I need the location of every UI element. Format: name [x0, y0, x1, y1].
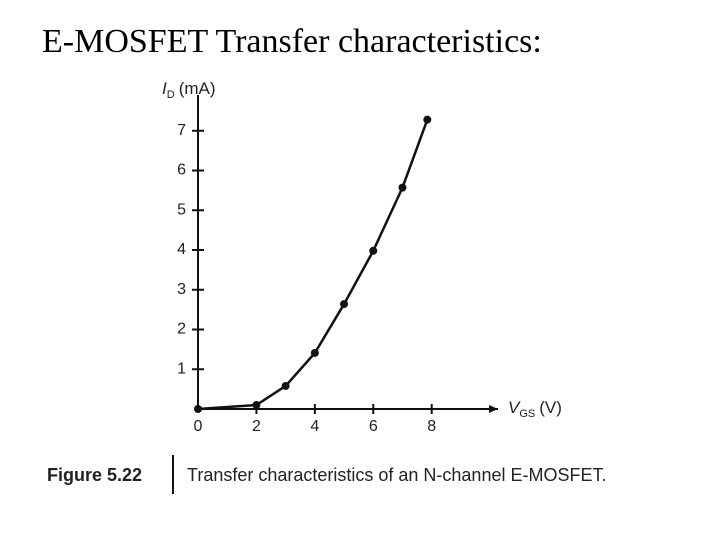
- y-tick-label: 1: [177, 360, 186, 377]
- data-point: [310, 348, 319, 357]
- x-axis-arrow: [489, 405, 498, 413]
- data-line: [197, 119, 429, 411]
- data-point: [369, 246, 378, 255]
- x-axis-label: VGS (V): [508, 398, 562, 419]
- y-label-subscript: D: [167, 89, 175, 101]
- caption-label: Figure 5.22: [47, 465, 142, 485]
- x-label-symbol: V: [508, 398, 521, 417]
- y-tick-label: 4: [177, 241, 186, 258]
- x-tick-label: 0: [194, 418, 203, 435]
- y-tick-label: 6: [177, 162, 186, 179]
- x-tick-label: 2: [252, 418, 261, 435]
- data-point: [281, 381, 290, 390]
- x-tick-label: 8: [427, 418, 436, 435]
- data-point: [340, 300, 349, 309]
- data-point: [194, 405, 202, 413]
- y-tick-label: 2: [177, 321, 186, 338]
- y-label-unit: (mA): [179, 79, 216, 98]
- data-point: [252, 401, 261, 410]
- x-tick-label: 4: [310, 418, 319, 435]
- data-point: [398, 183, 407, 192]
- caption-text: Transfer characteristics of an N-channel…: [187, 465, 606, 485]
- y-label-symbol: I: [162, 79, 167, 98]
- y-axis-label: ID (mA): [162, 79, 216, 100]
- y-tick-label: 7: [177, 122, 186, 139]
- x-label-subscript: GS: [519, 408, 535, 420]
- x-tick-label: 6: [369, 418, 378, 435]
- slide-title: E-MOSFET Transfer characteristics:: [42, 23, 542, 60]
- x-label-unit: (V): [539, 398, 562, 417]
- data-point: [423, 115, 432, 124]
- y-tick-label: 5: [177, 201, 186, 218]
- y-tick-label: 3: [177, 281, 186, 298]
